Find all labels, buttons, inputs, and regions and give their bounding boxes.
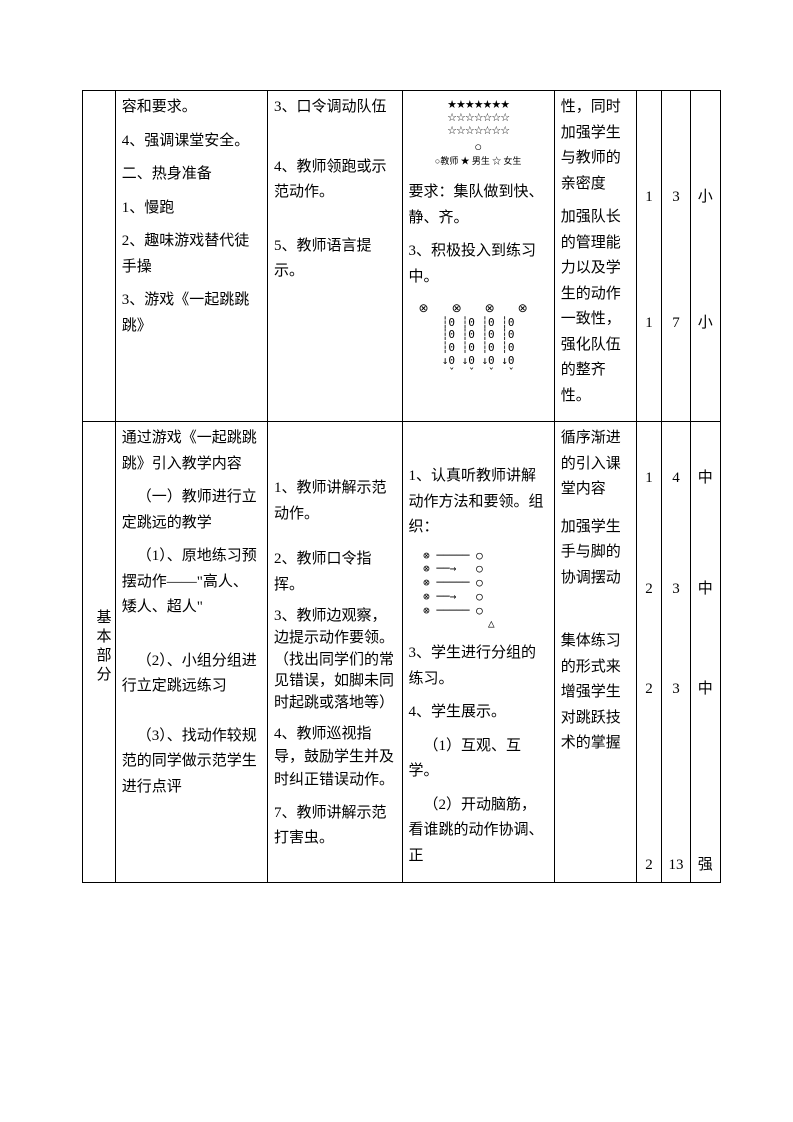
table-row: 容和要求。 4、强调课堂安全。 二、热身准备 1、慢跑 2、趣味游戏替代徒手操 … xyxy=(83,91,721,422)
student-cell: 1、认真听教师讲解动作方法和要领。组织： ⊗ ───── ○ ⊗ ──→ ○ ⊗… xyxy=(402,422,554,883)
text: 1、认真听教师讲解动作方法和要领。组织： xyxy=(409,464,548,541)
formation-diagram-arrows: ⊗ ⊗ ⊗ ⊗ ┆0 ┆0 ┆0 ┆0 ┆0 ┆0 ┆0 ┆0 ┆0 ┆0 ┆0… xyxy=(409,298,548,383)
lesson-plan-page: 容和要求。 4、强调课堂安全。 二、热身准备 1、慢跑 2、趣味游戏替代徒手操 … xyxy=(0,0,793,943)
text: 4、强调课堂安全。 xyxy=(122,129,261,155)
text: （3）、找动作较规范的同学做示范学生进行点评 xyxy=(122,724,261,801)
formation-diagram-lines: ⊗ ───── ○ ⊗ ──→ ○ ⊗ ───── ○ ⊗ ──→ ○ ⊗ ──… xyxy=(423,549,533,632)
number: 7 xyxy=(668,311,683,337)
intensity-cell: 中 中 中 强 xyxy=(690,422,721,883)
number: 2 xyxy=(643,853,656,879)
number: 1 xyxy=(643,466,656,492)
number: 1 xyxy=(643,185,656,211)
text: 4、教师巡视指导，鼓励学生并及时纠正错误动作。 xyxy=(274,723,396,793)
text: 3、教师边观察，边提示动作要领。（找出同学们的常见错误，如脚未同时起跳或落地等） xyxy=(274,606,396,715)
level: 中 xyxy=(697,577,715,603)
text: 通过游戏《一起跳跳跳》引入教学内容 xyxy=(122,426,261,477)
text: 加强学生手与脚的协调摆动 xyxy=(561,515,630,592)
text: 5、教师语言提示。 xyxy=(274,234,396,285)
text: （1）、原地练习预摆动作——"高人、矮人、超人" xyxy=(122,544,261,621)
text: 3、游戏《一起跳跳跳》 xyxy=(122,288,261,339)
lesson-plan-table: 容和要求。 4、强调课堂安全。 二、热身准备 1、慢跑 2、趣味游戏替代徒手操 … xyxy=(82,90,721,883)
time-cell: 4 3 3 13 xyxy=(662,422,690,883)
table-row: 基本部分 通过游戏《一起跳跳跳》引入教学内容 （一）教师进行立定跳远的教学 （1… xyxy=(83,422,721,883)
count-cell: 1 1 xyxy=(636,91,662,422)
text: 2、趣味游戏替代徒手操 xyxy=(122,229,261,280)
text: 1、慢跑 xyxy=(122,196,261,222)
text: 集体练习的形式来增强学生对跳跃技术的掌握 xyxy=(561,629,630,757)
intensity-cell: 小 小 xyxy=(690,91,721,422)
count-cell: 1 2 2 2 xyxy=(636,422,662,883)
level: 小 xyxy=(697,185,715,211)
text: 循序渐进的引入课堂内容 xyxy=(561,426,630,503)
purpose-cell: 循序渐进的引入课堂内容 加强学生手与脚的协调摆动 集体练习的形式来增强学生对跳跃… xyxy=(554,422,636,883)
level: 小 xyxy=(697,311,715,337)
text: 3、学生进行分组的练习。 xyxy=(409,641,548,692)
purpose-cell: 性，同时加强学生与教师的亲密度 加强队长的管理能力以及学生的动作一致性，强化队伍… xyxy=(554,91,636,422)
section-label: 基本部分 xyxy=(89,609,115,685)
text: 3、口令调动队伍 xyxy=(274,95,396,121)
text: （一）教师进行立定跳远的教学 xyxy=(122,485,261,536)
text: 7、教师讲解示范打害虫。 xyxy=(274,801,396,852)
level: 中 xyxy=(697,677,715,703)
section-cell xyxy=(83,91,116,422)
text: 要求：集队做到快、静、齐。 xyxy=(409,180,548,231)
text: （2）、小组分组进行立定跳远练习 xyxy=(122,649,261,700)
section-cell: 基本部分 xyxy=(83,422,116,883)
content-cell: 通过游戏《一起跳跳跳》引入教学内容 （一）教师进行立定跳远的教学 （1）、原地练… xyxy=(115,422,267,883)
text: 3、积极投入到练习中。 xyxy=(409,239,548,290)
number: 3 xyxy=(668,677,683,703)
diagram-legend: ○教师 ★ 男生 ☆ 女生 xyxy=(409,155,548,168)
number: 3 xyxy=(668,577,683,603)
text: 性，同时加强学生与教师的亲密度 xyxy=(561,95,630,197)
text: 2、教师口令指挥。 xyxy=(274,547,396,598)
teacher-cell: 3、口令调动队伍 4、教师领跑或示范动作。 5、教师语言提示。 xyxy=(267,91,402,422)
content-cell: 容和要求。 4、强调课堂安全。 二、热身准备 1、慢跑 2、趣味游戏替代徒手操 … xyxy=(115,91,267,422)
text: 加强队长的管理能力以及学生的动作一致性，强化队伍的整齐性。 xyxy=(561,205,630,409)
number: 13 xyxy=(668,853,683,879)
text: 1、教师讲解示范动作。 xyxy=(274,476,396,527)
time-cell: 3 7 xyxy=(662,91,690,422)
number: 1 xyxy=(643,311,656,337)
text: （2）开动脑筋，看谁跳的动作协调、正 xyxy=(409,793,548,870)
level: 强 xyxy=(697,853,715,879)
number: 2 xyxy=(643,577,656,603)
text: 4、学生展示。 xyxy=(409,700,548,726)
text: 二、热身准备 xyxy=(122,162,261,188)
formation-diagram-stars: ★★★★★★★ ☆☆☆☆☆☆☆ ☆☆☆☆☆☆☆ ○ ○教师 ★ 男生 ☆ 女生 xyxy=(409,99,548,168)
teacher-cell: 1、教师讲解示范动作。 2、教师口令指挥。 3、教师边观察，边提示动作要领。（找… xyxy=(267,422,402,883)
number: 4 xyxy=(668,466,683,492)
text: 容和要求。 xyxy=(122,95,261,121)
text: 4、教师领跑或示范动作。 xyxy=(274,155,396,206)
number: 2 xyxy=(643,677,656,703)
student-cell: ★★★★★★★ ☆☆☆☆☆☆☆ ☆☆☆☆☆☆☆ ○ ○教师 ★ 男生 ☆ 女生 … xyxy=(402,91,554,422)
text: （1）互观、互学。 xyxy=(409,734,548,785)
number: 3 xyxy=(668,185,683,211)
level: 中 xyxy=(697,466,715,492)
